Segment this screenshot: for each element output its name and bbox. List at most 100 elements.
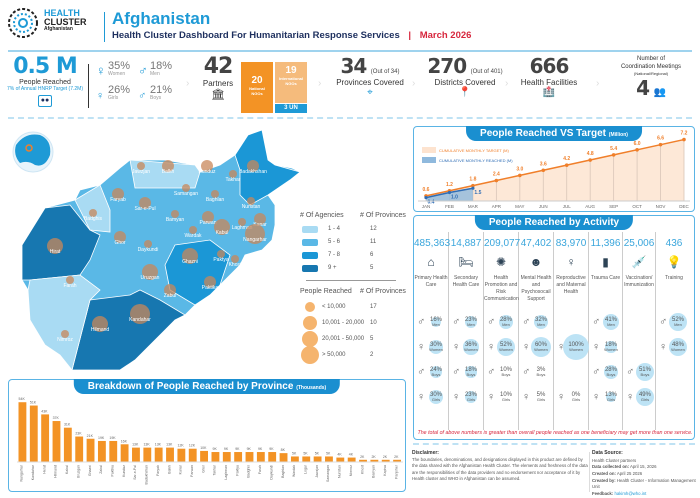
provinces-label: Provinces Covered [336, 78, 404, 87]
legend-target-label: CUMULATIVE MONTHLY TARGET (M) [439, 147, 509, 153]
legend-provinces-title: # Of Provinces [360, 212, 406, 219]
bar-value-label: 16K [121, 439, 128, 443]
women-pct: 35% [108, 60, 131, 72]
girls-label: Girls [571, 397, 581, 402]
districts-label: Districts Covered [434, 78, 496, 87]
month-label: JUL [563, 204, 571, 209]
bar-value-label: 9K [224, 447, 229, 451]
province-label: Kabul [216, 230, 229, 236]
bar-category-label: Balkh [167, 465, 171, 474]
girls-pct-bubble: 10% Girls [500, 392, 512, 402]
girls-pct: 49% [638, 391, 651, 398]
afghanistan-map[interactable]: Jawzjan Balkh Kunduz Takhar Badakhshan Faryab… [0, 120, 410, 375]
health-promotion-icon: ✺ [495, 255, 507, 269]
men-label: Men [432, 321, 440, 327]
target-value-label: 6.0 [634, 141, 641, 147]
bar-category-label: Zabul [99, 465, 103, 474]
province-label: Nuristan [242, 204, 261, 210]
province-label: Samangan [174, 191, 198, 197]
reached-bubble [202, 211, 214, 223]
bar-value-label: 2K [394, 455, 399, 459]
target-chart-title: People Reached VS Target (Million) [466, 126, 642, 141]
province-breakdown-title: Breakdown of People Reached by Province … [73, 379, 341, 394]
reached-bubble [89, 209, 97, 217]
men-person-icon: ♂ [522, 316, 531, 328]
women-pct-bubble: 48% Women [668, 337, 687, 356]
men-pct-bubble: 52% Men [668, 312, 688, 332]
bar-category-label: Hilmand [54, 465, 58, 478]
bar-category-label: Uruzgan [76, 465, 80, 478]
region-south [71, 289, 186, 371]
bar-jawzjan [313, 456, 322, 462]
legend-reached-title: People Reached [300, 288, 352, 295]
province-label: Ghazni [182, 259, 198, 265]
logo [6, 6, 40, 40]
bar-category-label: Paktika [111, 465, 115, 477]
reached-area [426, 188, 473, 201]
legend-target: CUMULATIVE MONTHLY TARGET (M) [422, 147, 509, 153]
bar-khost [359, 459, 367, 462]
bar-value-label: 5K [303, 451, 308, 455]
globe-icon [12, 131, 54, 173]
girls-label: Girls [501, 396, 511, 402]
created-by-label: Created by: [592, 477, 616, 483]
target-point [588, 158, 592, 162]
bar-paktika [109, 440, 118, 462]
province-label: Parwan [200, 220, 217, 226]
feedback-link[interactable]: hakimh@who.int [614, 491, 647, 497]
pregnant-woman-icon: ♀ [566, 255, 576, 269]
legend-agency-count: 11 [370, 239, 377, 245]
province-bar-chart: 54K Nangarhar 51K Kandahar 43K Herat 37K Hilman… [17, 397, 403, 485]
bar-category-label: Badakhshan [145, 465, 149, 485]
month-label: OCT [632, 204, 642, 209]
bar-ghazni [86, 438, 95, 462]
bar-panjsher [393, 459, 401, 462]
girls-pct: 26% [108, 84, 131, 96]
activity-value: 11,396 [590, 238, 621, 249]
girls-person-icon: ♀ [417, 391, 426, 403]
bar-laghman [222, 452, 231, 462]
people-group-icon: ●● [38, 95, 52, 107]
legend-reached-range: 10,001 - 20,000 [322, 320, 365, 326]
activity-value: 47,402 [520, 238, 552, 249]
reached-bubble [217, 250, 225, 258]
bar-kandahar [29, 405, 38, 462]
bar-category-label: Khost [360, 465, 364, 474]
target-value-label: 4.8 [587, 151, 594, 157]
women-pct-bubble: 18% Women [604, 341, 618, 353]
collected-label: Data collected on: [592, 464, 630, 470]
province-label: Paktya [213, 257, 229, 263]
legend-target-swatch [422, 147, 436, 153]
reached-bubble [247, 197, 255, 205]
boys-pct-bubble: 3% Boys [537, 367, 546, 377]
activity-column: 436 💡 Training ♂ 52% Men ♀ 48% Women [656, 232, 692, 430]
bar-category-label: Nuristan [338, 465, 342, 478]
bar-category-label: Ghazni [88, 465, 92, 476]
training-icon: 💡 [666, 255, 682, 269]
report-date: March 2026 [419, 30, 472, 41]
feedback-label: Feedback: [592, 491, 614, 497]
people-reached-target: 7% of Annual HNRP Target (7.2M) [7, 86, 83, 92]
women-label: Women [569, 347, 583, 352]
region-north [129, 159, 201, 189]
bar-category-label: Baghlan [281, 465, 285, 478]
bar-value-label: 51K [30, 401, 37, 405]
men-pct: 18% [150, 60, 173, 72]
created-date: April 25 2026 [616, 471, 643, 477]
bar-category-label: Kabul [65, 465, 69, 474]
activity-label: Vaccination/ Immunization [624, 275, 654, 288]
hospital-icon: 🏥 [542, 87, 556, 98]
girls-label: Girls [466, 396, 476, 402]
target-value-label: 3.6 [540, 161, 547, 167]
province-label: Kunar [253, 222, 267, 228]
reached-bubble [189, 226, 197, 234]
province-label: Paktika [202, 285, 219, 291]
bar-badghis [245, 452, 254, 462]
bar-samangan [325, 456, 333, 462]
men-person-icon: ♂ [487, 316, 496, 328]
province-label: Bamyan [166, 217, 185, 223]
men-pct: 41% [604, 316, 617, 323]
reached-bubble [201, 160, 213, 172]
reached-bubble [162, 160, 174, 172]
activity-value: 209,077 [484, 238, 521, 249]
